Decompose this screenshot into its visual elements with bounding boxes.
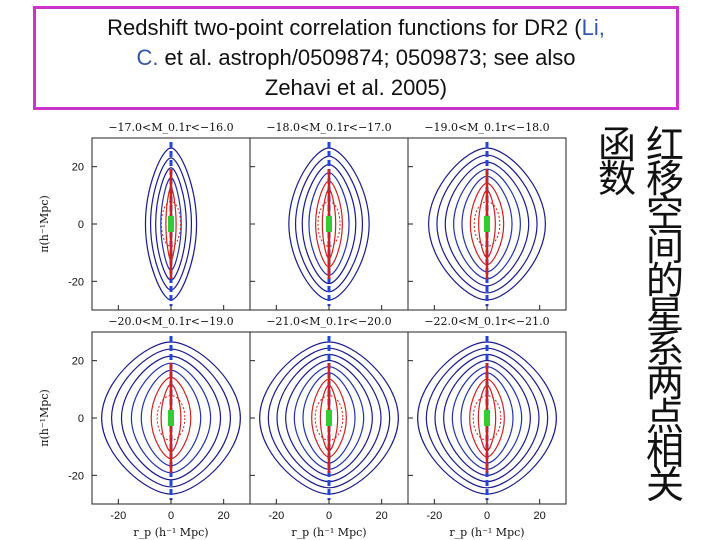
x-axis-label: r_p (h⁻¹ Mpc) [291,526,366,539]
correlation-figure: −17.0<M_0.1r<−16.0 20 0 -20 π(h⁻¹Mpc) −18.0<M… [38,121,567,539]
x-tick-label: 20 [534,510,546,522]
contour-line [436,154,538,294]
title-line-2: C. et al. astroph/0509874; 0509873; see … [36,43,676,73]
core-marker [326,216,332,232]
y-tick-label: 20 [72,162,84,174]
chinese-char: 函 [597,123,636,167]
contour-line [444,161,530,287]
y-axis-label: π(h⁻¹Mpc) [38,195,51,253]
inner-contour [473,201,501,247]
x-axis-label: r_p (h⁻¹ Mpc) [449,526,524,539]
x-tick-label: 0 [168,510,174,522]
panel-label: −21.0<M_0.1r<−20.0 [266,315,391,328]
chinese-char: 的 [645,259,684,303]
contour-line [425,347,549,489]
y-tick-label: -20 [68,470,84,482]
chinese-char: 红 [645,123,684,167]
panel-label: −19.0<M_0.1r<−18.0 [424,121,549,134]
chinese-caption-col1: 红移空间的星系两点相关 [645,123,685,507]
chinese-char: 相 [645,429,684,473]
title-c-link: C. [136,45,159,70]
chinese-char: 数 [597,157,636,201]
core-marker [168,216,174,232]
x-tick-label: 0 [484,510,490,522]
chinese-char: 间 [645,225,684,269]
core-marker [168,410,174,426]
chinese-char: 关 [645,463,684,507]
title-text-2: et al. astroph/0509874; 0509873; see als… [158,45,576,70]
contour-line [120,355,222,481]
title-text-1: Redshift two-point correlation functions… [107,15,582,40]
contour-line [110,348,232,488]
chinese-char: 两 [645,361,684,405]
chinese-caption-col2: 函数 [597,123,637,201]
panel-label: −17.0<M_0.1r<−16.0 [108,121,233,134]
x-axis-label: r_p (h⁻¹ Mpc) [133,526,208,539]
core-marker [326,410,332,426]
y-tick-label: 0 [78,219,84,231]
title-line-1: Redshift two-point correlation functions… [36,13,676,43]
title-line-3: Zehavi et al. 2005) [264,75,448,100]
core-marker [484,216,490,232]
contour-line [267,347,391,489]
y-tick-label: 20 [72,356,84,368]
x-tick-label: 0 [326,510,332,522]
slide-title-box: Redshift two-point correlation functions… [33,6,679,110]
y-tick-label: -20 [68,276,84,288]
chinese-char: 星 [645,293,684,337]
panel-label: −20.0<M_0.1r<−19.0 [108,315,233,328]
y-tick-label: 0 [78,413,84,425]
panel-label: −18.0<M_0.1r<−17.0 [266,121,391,134]
contour-line [301,163,357,285]
chinese-char: 系 [645,327,684,371]
x-tick-label: -20 [268,510,284,522]
x-tick-label: 20 [218,510,230,522]
x-tick-label: -20 [110,510,126,522]
chinese-char: 点 [645,395,684,439]
core-marker [484,410,490,426]
panel-label: −22.0<M_0.1r<−21.0 [424,315,549,328]
x-tick-label: 20 [376,510,388,522]
chinese-char: 空 [645,191,684,235]
x-tick-label: -20 [426,510,442,522]
y-axis-label: π(h⁻¹Mpc) [38,389,51,447]
title-li-link: Li, [581,15,605,40]
chinese-char: 移 [645,157,684,201]
